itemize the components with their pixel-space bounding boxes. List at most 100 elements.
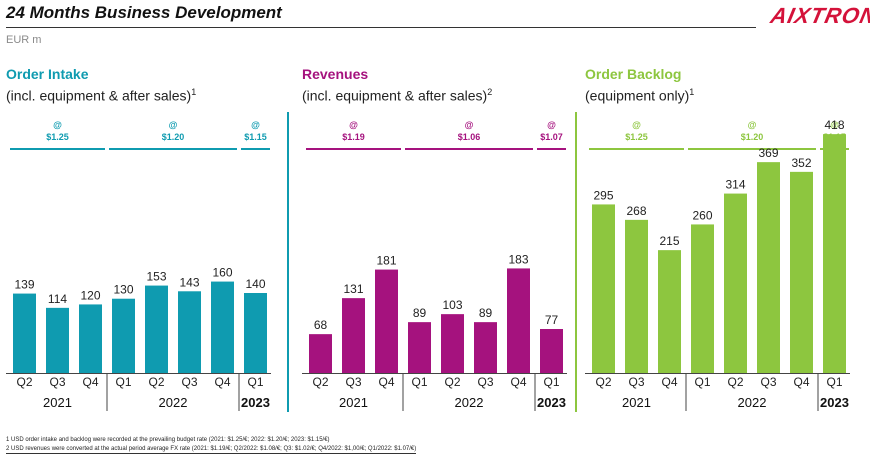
category-label: Q2 [444, 375, 460, 389]
data-label: 352 [791, 156, 811, 170]
revenues-chart: @ $1.19 @ $1.06 @ $1.07 68 Q2 131 Q3 181 Q4 89 Q1 103 Q… [302, 120, 567, 411]
category-label: Q2 [312, 375, 328, 389]
data-label: 160 [212, 266, 232, 280]
aixtron-logo: AIXTRON [768, 3, 870, 29]
bar [244, 293, 267, 373]
panel-title: Revenues [302, 66, 369, 82]
bar [211, 281, 234, 373]
data-label: 89 [413, 306, 427, 320]
category-label: Q3 [345, 375, 361, 389]
category-label: Q2 [595, 375, 611, 389]
category-label: Q1 [694, 375, 710, 389]
panel-title: Order Intake [6, 66, 89, 82]
data-label: 68 [314, 318, 328, 332]
data-label: 143 [179, 275, 199, 289]
category-label: Q4 [793, 375, 809, 389]
bar [441, 314, 464, 373]
panel-subtitle: (incl. equipment & after sales)1 [6, 87, 196, 104]
fx-rate-label: $1.20 [162, 132, 185, 142]
panel-subtitle: (incl. equipment & after sales)2 [302, 87, 492, 104]
data-label: 120 [80, 288, 100, 302]
data-label: 89 [479, 306, 493, 320]
fx-at-label: @ [632, 120, 641, 130]
category-label: Q1 [411, 375, 427, 389]
bar [540, 329, 563, 373]
bar [691, 224, 714, 373]
panel-subtitle: (equipment only)1 [585, 87, 694, 104]
category-label: Q3 [477, 375, 493, 389]
data-label: 369 [758, 146, 778, 160]
data-label: 103 [442, 298, 462, 312]
fx-at-label: @ [465, 120, 474, 130]
fx-at-label: @ [169, 120, 178, 130]
bar [79, 304, 102, 373]
fx-rate-label: $1.06 [458, 132, 481, 142]
bar [592, 204, 615, 373]
year-label: 2023 [537, 395, 566, 410]
bar [724, 193, 747, 373]
fx-at-label: @ [748, 120, 757, 130]
category-label: Q1 [247, 375, 263, 389]
header-divider [6, 27, 756, 28]
category-label: Q4 [510, 375, 526, 389]
category-label: Q3 [628, 375, 644, 389]
subtitle-text: (incl. equipment & after sales) [6, 87, 192, 104]
data-label: 260 [692, 208, 712, 222]
data-label: 268 [626, 204, 646, 218]
data-label: 314 [725, 178, 745, 192]
year-label: 2023 [241, 395, 270, 410]
category-label: Q2 [727, 375, 743, 389]
category-label: Q3 [49, 375, 65, 389]
data-label: 181 [376, 254, 396, 268]
fx-rate-label: $1.25 [625, 132, 648, 142]
order-intake-chart: @ $1.25 @ $1.20 @ $1.15 139 Q2 114 Q3 120 Q4 130 Q1 15… [6, 120, 271, 411]
footnote-1: 1 USD order intake and backlog were reco… [6, 437, 330, 443]
bar [145, 285, 168, 373]
data-label: 295 [593, 188, 613, 202]
footnote-ref: 2 [487, 87, 493, 97]
year-label: 2021 [622, 395, 651, 410]
fx-rate-label: $1.19 [342, 132, 365, 142]
subtitle-text: (incl. equipment & after sales) [302, 87, 488, 104]
bar [658, 250, 681, 373]
bar [112, 298, 135, 373]
category-label: Q4 [82, 375, 98, 389]
bar [408, 322, 431, 373]
logo-text: AIXTRON [768, 3, 870, 28]
year-label: 2022 [738, 395, 767, 410]
category-label: Q3 [760, 375, 776, 389]
category-label: Q4 [378, 375, 394, 389]
category-label: Q3 [181, 375, 197, 389]
data-label: 418 [824, 118, 844, 132]
category-label: Q2 [148, 375, 164, 389]
year-label: 2023 [820, 395, 849, 410]
category-label: Q2 [16, 375, 32, 389]
data-label: 183 [508, 252, 528, 266]
category-label: Q4 [661, 375, 677, 389]
fx-at-label: @ [547, 120, 556, 130]
category-label: Q1 [543, 375, 559, 389]
fx-rate-label: $1.07 [540, 132, 563, 142]
data-label: 140 [245, 277, 265, 291]
fx-at-label: @ [830, 120, 839, 130]
order-backlog-chart: @$1.25@$1.20@$1.15295Q2268Q3215Q4260Q131… [585, 118, 850, 411]
fx-rate-label: $1.25 [46, 132, 69, 142]
footnote-ref: 1 [191, 87, 197, 97]
data-label: 131 [343, 282, 363, 296]
bar [790, 171, 813, 373]
data-label: 215 [659, 234, 679, 248]
year-label: 2022 [455, 395, 484, 410]
panel-divider-2 [575, 112, 577, 412]
bar [178, 291, 201, 373]
year-label: 2021 [43, 395, 72, 410]
data-label: 139 [14, 278, 34, 292]
fx-rate-label: $1.20 [741, 132, 764, 142]
fx-at-label: @ [53, 120, 62, 130]
fx-rate-label: $1.15 [244, 132, 267, 142]
bar [757, 162, 780, 373]
footnote-2: 2 USD revenues were converted at the act… [6, 445, 417, 454]
bar [375, 269, 398, 373]
data-label: 77 [545, 313, 559, 327]
panel-divider-1 [287, 112, 289, 412]
data-label: 153 [146, 270, 166, 284]
